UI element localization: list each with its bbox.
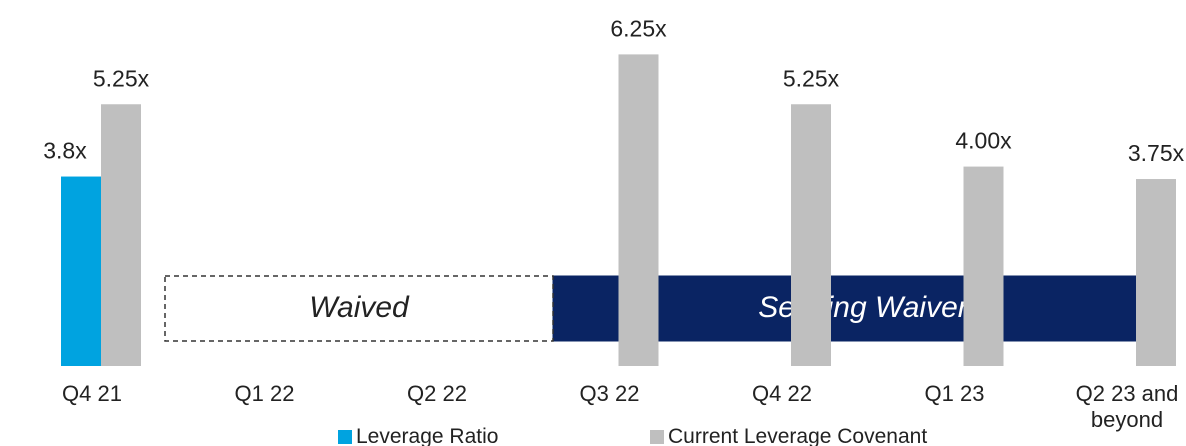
bar (618, 54, 659, 367)
legend-item: Current Leverage Covenant (650, 425, 927, 446)
bar (101, 104, 141, 366)
x-tick-label: Q4 21 (62, 381, 122, 406)
data-label: 6.25x (610, 15, 667, 41)
x-tick-label: Q3 22 (579, 381, 640, 406)
annotation: Seeking Waiver (758, 291, 969, 324)
data-label: 3.75x (1128, 140, 1185, 166)
bar (791, 104, 831, 366)
legend-item: Leverage Ratio (338, 425, 498, 446)
legend-label: Current Leverage Covenant (668, 425, 928, 446)
legend-swatch (650, 430, 664, 444)
annotation: Waived (309, 291, 410, 324)
data-label: 5.25x (93, 65, 150, 91)
data-label: 5.25x (783, 65, 840, 91)
legend-swatch (338, 430, 352, 444)
x-tick-label: Q2 23 and beyond (1075, 381, 1179, 432)
bar (963, 166, 1004, 366)
x-tick-label: Q1 23 (924, 381, 985, 406)
bar (61, 176, 101, 366)
legend-label: Leverage Ratio (356, 425, 499, 446)
bar (1136, 179, 1176, 366)
x-tick-label: Q2 22 (407, 381, 467, 406)
waived-box (164, 275, 554, 342)
x-tick-label: Q1 22 (234, 381, 295, 406)
data-label: 3.8x (43, 138, 87, 164)
x-tick-label: Q4 22 (752, 381, 812, 406)
data-label: 4.00x (955, 128, 1012, 154)
